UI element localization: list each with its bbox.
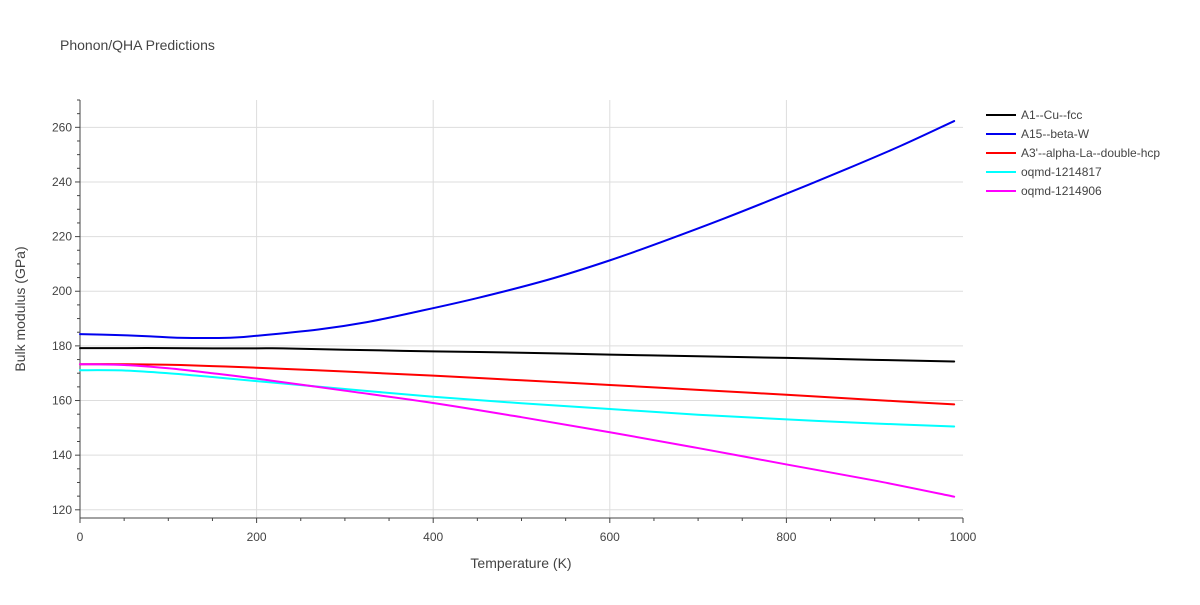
y-tick-label: 140 — [52, 448, 72, 462]
legend-label: A15--beta-W — [1021, 127, 1090, 141]
x-tick-label: 0 — [77, 530, 84, 544]
series-line-2 — [79, 120, 956, 339]
grid-lines — [80, 100, 963, 518]
x-tick-label: 600 — [600, 530, 620, 544]
series-line-1 — [79, 347, 956, 363]
legend-label: oqmd-1214906 — [1021, 184, 1102, 198]
y-tick-label: 120 — [52, 503, 72, 517]
x-tick-label: 800 — [776, 530, 796, 544]
legend: A1--Cu--fcc A15--beta-W A3'--alpha-La--dou… — [986, 108, 1160, 198]
series-line-5 — [79, 363, 956, 498]
legend-label: A3'--alpha-La--double-hcp — [1021, 146, 1160, 160]
y-tick-label: 240 — [52, 175, 72, 189]
legend-label: A1--Cu--fcc — [1021, 108, 1082, 122]
y-tick-label: 200 — [52, 284, 72, 298]
y-axis-label: Bulk modulus (GPa) — [12, 246, 28, 371]
tick-labels: 0 200 400 600 800 1000 120 140 160 180 200 220 240 26… — [52, 120, 977, 544]
y-tick-label: 220 — [52, 230, 72, 244]
series-line-3 — [79, 363, 956, 406]
y-tick-label: 180 — [52, 339, 72, 353]
x-axis-label: Temperature (K) — [470, 555, 571, 571]
x-tick-label: 200 — [247, 530, 267, 544]
series-line-4 — [79, 369, 956, 428]
axes — [75, 99, 964, 523]
y-tick-label: 260 — [52, 120, 72, 134]
x-tick-label: 400 — [423, 530, 443, 544]
legend-label: oqmd-1214817 — [1021, 165, 1102, 179]
plot-series — [79, 120, 956, 498]
y-tick-label: 160 — [52, 394, 72, 408]
x-tick-label: 1000 — [950, 530, 977, 544]
chart-title: Phonon/QHA Predictions — [60, 37, 215, 53]
